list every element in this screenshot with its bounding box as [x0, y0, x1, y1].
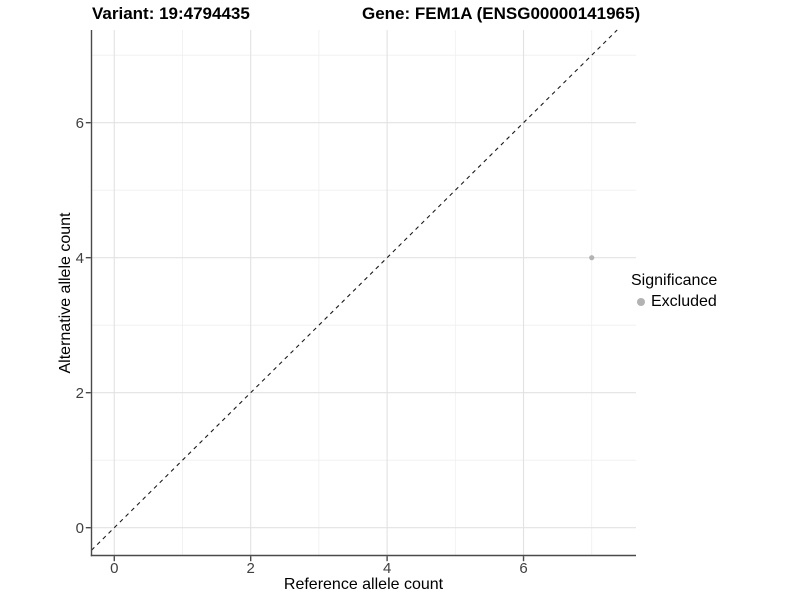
- y-tick-label: 2: [76, 385, 84, 402]
- identity-dashed-line: [91, 29, 618, 551]
- x-tick-label: 6: [519, 560, 527, 577]
- data-point: [589, 255, 595, 261]
- plot-title-variant: Variant: 19:4794435: [92, 4, 250, 23]
- y-tick-label: 4: [76, 250, 84, 267]
- legend: Significance Excluded: [631, 271, 717, 311]
- legend-item-label: Excluded: [651, 293, 717, 310]
- y-axis-title: Alternative allele count: [57, 212, 74, 374]
- x-tick-label: 4: [383, 560, 391, 577]
- x-tick-label: 0: [110, 560, 118, 577]
- x-tick-label: 2: [247, 560, 255, 577]
- legend-title: Significance: [631, 272, 718, 289]
- legend-item-excluded: Excluded: [631, 292, 717, 311]
- x-axis-title: Reference allele count: [283, 576, 444, 593]
- legend-point-icon: [637, 297, 645, 306]
- y-tick-label: 0: [76, 520, 84, 537]
- y-tick-label: 6: [76, 115, 84, 132]
- plot-title-gene: Gene: FEM1A (ENSG00000141965): [362, 4, 641, 23]
